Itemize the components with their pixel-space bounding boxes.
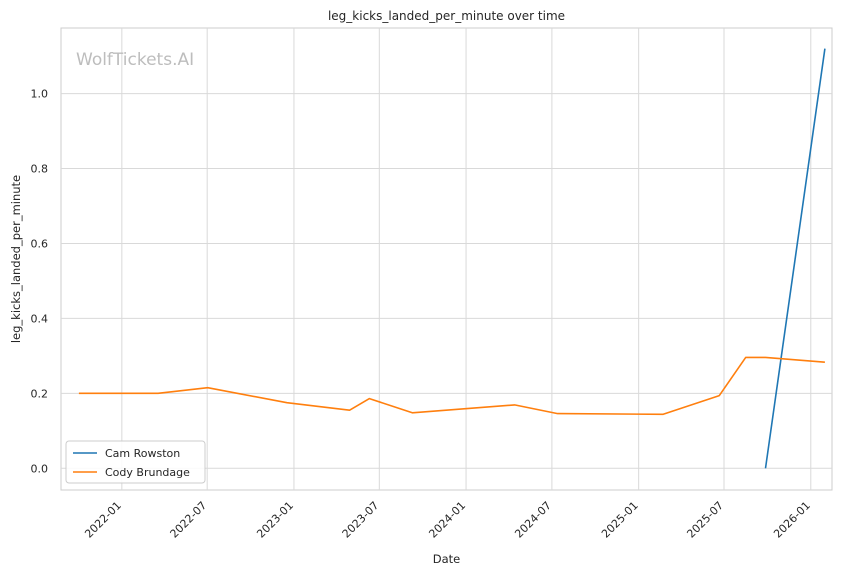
y-tick-label: 0.0 [31,462,49,475]
chart-title: leg_kicks_landed_per_minute over time [328,9,565,23]
y-tick-label: 0.2 [31,387,49,400]
legend-label-cody-brundage: Cody Brundage [105,466,190,479]
y-axis-title: leg_kicks_landed_per_minute [9,175,23,343]
plot-area [60,27,833,491]
x-axis-title: Date [433,552,461,566]
x-tick-label: 2026-01 [771,499,813,541]
y-axis-ticks: 0.0 0.2 0.4 0.6 0.8 1.0 [31,88,49,476]
x-tick-label: 2024-01 [426,499,468,541]
x-tick-label: 2023-01 [254,499,296,541]
x-tick-label: 2025-07 [684,499,726,541]
legend-box [65,440,206,484]
x-tick-label: 2022-01 [82,499,124,541]
series-layer [78,48,826,469]
series-line-cody-brundage [78,356,825,416]
x-axis-ticks: 2022-01 2022-07 2023-01 2023-07 2024-01 2024-… [82,499,813,541]
y-tick-label: 0.6 [31,237,49,250]
y-tick-label: 1.0 [31,88,49,101]
x-tick-label: 2024-07 [512,499,554,541]
x-tick-label: 2022-07 [168,499,210,541]
grid-lines [61,28,832,490]
x-tick-label: 2025-01 [599,499,641,541]
y-tick-label: 0.4 [31,312,49,325]
y-tick-label: 0.8 [31,163,49,176]
legend: Cam Rowston Cody Brundage [65,440,206,484]
x-tick-label: 2023-07 [340,499,382,541]
series-line-cam-rowston [764,48,826,469]
watermark: WolfTickets.AI [76,50,194,70]
legend-label-cam-rowston: Cam Rowston [105,447,180,460]
